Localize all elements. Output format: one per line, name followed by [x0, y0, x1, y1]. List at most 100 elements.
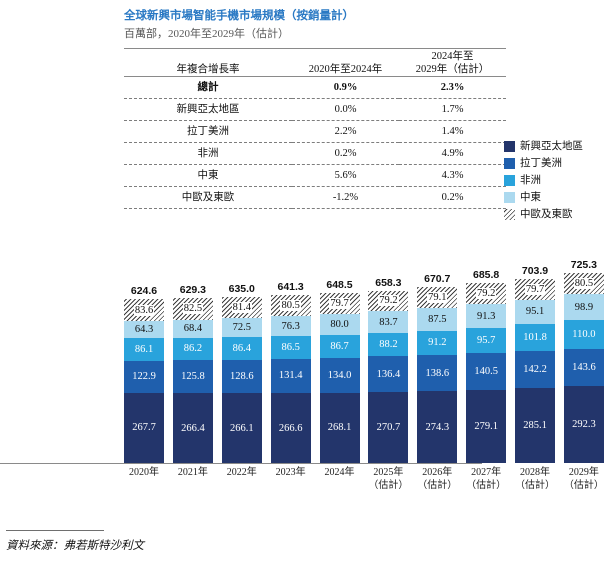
bar-segment[interactable]: 68.4	[172, 319, 213, 338]
bar-segment[interactable]: 79.2	[466, 283, 507, 305]
x-axis-label: 2027年 （估計）	[466, 466, 506, 492]
bar-segment[interactable]: 285.1	[515, 388, 555, 463]
bar-segment[interactable]: 83.7	[368, 311, 409, 334]
cagr-row-value-b: 1.7%	[399, 98, 506, 121]
bar-column[interactable]: 641.3 80.5 76.3 86.5 131.4 266.6	[270, 281, 311, 463]
x-axis-label: 2025年 （估計）	[368, 466, 408, 492]
bar-segment[interactable]: 266.6	[270, 393, 311, 463]
bar-segment-value: 128.6	[229, 370, 254, 382]
bar-segment[interactable]: 80.5	[270, 295, 311, 317]
bar-segment[interactable]: 140.5	[466, 353, 507, 390]
bar-segment[interactable]: 76.3	[270, 316, 311, 337]
bar-segment[interactable]: 79.1	[417, 287, 458, 309]
bar-segment[interactable]: 136.4	[368, 356, 409, 393]
bar-segment[interactable]: 86.7	[319, 334, 360, 358]
cagr-table-body: 總計 0.9% 2.3% 新興亞太地區 0.0% 1.7% 拉丁美洲 2.2% 1.4% 非洲 0.…	[124, 76, 506, 209]
bar-segment[interactable]: 80.5	[563, 273, 604, 295]
bar-segment[interactable]: 64.3	[124, 321, 164, 339]
bar-segment[interactable]: 91.2	[417, 330, 458, 355]
cagr-header-period-b-line2: 2029年（估計）	[415, 64, 490, 75]
bar-segment[interactable]: 95.1	[515, 299, 555, 325]
bar-segment[interactable]: 81.4	[221, 296, 262, 318]
bar-segment[interactable]: 101.8	[515, 324, 555, 352]
bar-column[interactable]: 670.7 79.1 87.5 91.2 138.6 274.3	[417, 273, 458, 463]
legend-item[interactable]: 非洲	[504, 172, 610, 189]
bar-segment[interactable]: 79.7	[515, 278, 555, 300]
bar-segment[interactable]: 274.3	[417, 391, 458, 463]
bar-segment[interactable]: 98.9	[563, 294, 604, 321]
bar-segment-value: 267.7	[132, 422, 156, 434]
bar-segment[interactable]: 134.0	[319, 357, 360, 393]
x-axis-label: 2028年 （估計）	[515, 466, 555, 492]
bar-segment[interactable]: 142.2	[515, 351, 555, 389]
bar-segment[interactable]: 86.2	[172, 337, 213, 361]
bar-stack: 79.7 80.0 86.7 134.0 268.1	[319, 293, 360, 463]
legend-swatch-icon	[504, 209, 515, 220]
bar-segment[interactable]: 95.7	[466, 328, 507, 354]
bar-column[interactable]: 624.6 83.6 64.3 86.1 122.9 267.7	[124, 285, 164, 463]
bar-segment[interactable]: 88.2	[368, 333, 409, 357]
bar-segment[interactable]: 266.1	[221, 393, 262, 463]
bar-column[interactable]: 648.5 79.7 80.0 86.7 134.0 268.1	[319, 279, 360, 463]
cagr-header-period-b-line1: 2024年至	[431, 51, 474, 62]
page-subtitle: 百萬部，2020年至2029年（估計）	[124, 28, 289, 40]
bar-segment[interactable]: 268.1	[319, 392, 360, 463]
x-axis-label-note: （估計）	[368, 480, 409, 491]
x-axis-line	[0, 463, 482, 464]
cagr-row-label: 中東	[124, 164, 292, 187]
x-axis-label: 2026年 （估計）	[417, 466, 457, 492]
x-axis-label-year: 2023年	[275, 467, 306, 478]
bar-segment[interactable]: 79.7	[319, 293, 360, 315]
legend-item[interactable]: 拉丁美洲	[504, 155, 610, 172]
bar-segment[interactable]: 131.4	[270, 358, 311, 394]
bar-segment[interactable]: 279.1	[466, 389, 507, 463]
x-axis-label-year: 2025年	[373, 467, 404, 478]
bar-segment[interactable]: 143.6	[563, 348, 604, 387]
bar-segment[interactable]: 83.6	[124, 299, 164, 322]
bar-segment-value: 87.5	[428, 314, 447, 326]
cagr-header-period-a: 2020年至2024年	[308, 64, 383, 75]
bar-segment[interactable]: 110.0	[563, 320, 604, 349]
cagr-row-value-a: 5.6%	[292, 164, 399, 187]
bar-segment[interactable]: 80.0	[319, 314, 360, 335]
bar-segment[interactable]: 86.1	[124, 338, 164, 361]
bar-segment[interactable]: 79.2	[368, 290, 409, 312]
x-axis-label-note: （估計）	[563, 480, 604, 491]
bar-column[interactable]: 635.0 81.4 72.5 86.4 128.6 266.1	[221, 283, 262, 463]
bar-segment-value: 285.1	[523, 420, 547, 432]
cagr-row-label: 中歐及東歐	[124, 186, 292, 209]
legend-item[interactable]: 新興亞太地區	[504, 138, 610, 155]
bar-column[interactable]: 703.9 79.7 95.1 101.8 142.2 285.1	[515, 265, 555, 463]
cagr-row-value-b: 0.2%	[399, 186, 506, 209]
bar-segment-value: 122.9	[132, 371, 156, 383]
footer-rule	[6, 530, 104, 531]
bar-segment-value: 80.5	[280, 300, 301, 312]
bar-segment[interactable]: 138.6	[417, 354, 458, 392]
bar-segment[interactable]: 72.5	[221, 318, 262, 337]
cagr-row-value-b: 4.9%	[399, 142, 506, 165]
bar-segment[interactable]: 91.3	[466, 304, 507, 329]
legend-item[interactable]: 中東	[504, 189, 610, 206]
bar-segment[interactable]: 267.7	[124, 392, 164, 463]
x-axis-label-note: （估計）	[466, 480, 507, 491]
bar-segment-value: 142.2	[523, 364, 547, 376]
bar-segment[interactable]: 125.8	[172, 360, 213, 394]
bar-segment[interactable]: 270.7	[368, 392, 409, 463]
bar-segment[interactable]: 86.5	[270, 336, 311, 359]
bar-segment[interactable]: 86.4	[221, 336, 262, 360]
bar-segment[interactable]: 128.6	[221, 359, 262, 394]
bar-segment[interactable]: 87.5	[417, 308, 458, 331]
bar-column[interactable]: 629.3 82.5 68.4 86.2 125.8 266.4	[172, 284, 213, 463]
bar-segment[interactable]: 82.5	[172, 298, 213, 320]
bar-column[interactable]: 658.3 79.2 83.7 88.2 136.4 270.7	[368, 277, 409, 463]
bar-segment[interactable]: 122.9	[124, 360, 164, 393]
legend-item[interactable]: 中歐及東歐	[504, 206, 610, 223]
bar-column[interactable]: 685.8 79.2 91.3 95.7 140.5 279.1	[466, 269, 507, 463]
bar-segment[interactable]: 266.4	[172, 393, 213, 463]
bar-segment[interactable]: 292.3	[563, 386, 604, 463]
cagr-row-value-b: 1.4%	[399, 120, 506, 143]
source-note: 資料來源：弗若斯特沙利文	[6, 540, 144, 552]
bar-column[interactable]: 725.3 80.5 98.9 110.0 143.6 292.3	[563, 259, 604, 463]
bar-stack: 82.5 68.4 86.2 125.8 266.4	[172, 298, 213, 463]
legend-label: 中東	[520, 191, 541, 203]
